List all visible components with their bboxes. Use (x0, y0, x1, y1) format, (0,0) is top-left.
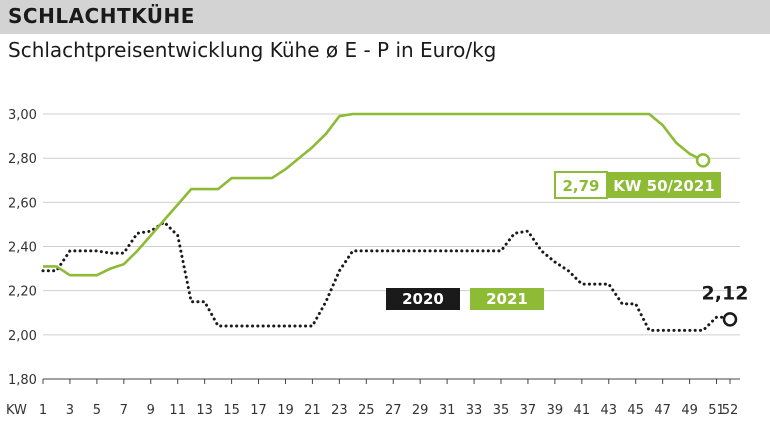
x-tick-label: 47 (654, 403, 671, 418)
x-tick-label: 19 (277, 403, 294, 418)
chart-subtitle: Schlachtpreisentwicklung Kühe ø E - P in… (8, 38, 497, 62)
x-tick-label: 11 (169, 403, 186, 418)
series-line-2020 (41, 220, 732, 332)
x-tick-label: 7 (120, 403, 128, 418)
x-tick-label: 45 (627, 403, 644, 418)
end-marker-2020 (722, 312, 738, 327)
x-axis: KW 1 3 5 7 9 11 13 15 17 19 21 23 25 27 29 31 33 35 37 39 41 4… (6, 379, 738, 418)
x-tick-label: 33 (466, 403, 483, 418)
x-tick-label: 52 (722, 403, 739, 418)
x-tick-label: 23 (331, 403, 348, 418)
end-week-2021: KW 50/2021 (613, 177, 715, 195)
y-tick-label: 1,80 (8, 373, 37, 388)
x-tick-label: 15 (223, 403, 240, 418)
y-tick-label: 3,00 (8, 108, 37, 123)
annotations: 2,12 2,79 KW 50/2021 2020 2021 (386, 153, 749, 327)
chart-title: SCHLACHTKÜHE (8, 4, 195, 28)
legend-swatch-2021 (470, 288, 544, 310)
x-tick-label: 43 (600, 403, 617, 418)
x-tick-label: 27 (385, 403, 402, 418)
x-tick-label: 3 (66, 403, 74, 418)
value-box-2021 (554, 171, 608, 199)
legend-swatch-2020 (386, 288, 460, 310)
y-tick-label: 2,60 (8, 196, 37, 211)
end-marker-2021 (695, 153, 711, 168)
x-tick-label: 9 (147, 403, 155, 418)
x-tick-label: 21 (304, 403, 321, 418)
x-tick-label: 31 (439, 403, 456, 418)
week-box-2021 (607, 172, 721, 198)
x-axis-label: KW (6, 403, 27, 418)
grid-lines (43, 113, 740, 380)
series-line-2021 (43, 112, 704, 277)
y-tick-label: 2,00 (8, 329, 37, 344)
x-tick-label: 35 (493, 403, 510, 418)
x-tick-label: 39 (547, 403, 564, 418)
y-tick-label: 2,40 (8, 241, 37, 256)
x-tick-label: 51 (708, 403, 725, 418)
x-tick-label: 41 (574, 403, 591, 418)
x-tick-label: 13 (196, 403, 213, 418)
x-tick-label: 17 (250, 403, 267, 418)
legend-label-2021: 2021 (486, 290, 528, 308)
x-tick-label: 1 (39, 403, 47, 418)
end-value-2020: 2,12 (702, 282, 749, 304)
legend-label-2020: 2020 (402, 290, 444, 308)
x-tick-label: 29 (412, 403, 429, 418)
y-tick-label: 2,20 (8, 285, 37, 300)
y-axis: 1,80 2,00 2,20 2,40 2,60 2,80 3,00 (8, 108, 37, 388)
series-lines (41, 112, 732, 332)
y-tick-label: 2,80 (8, 152, 37, 167)
x-tick-label: 5 (93, 403, 101, 418)
x-tick-label: 37 (520, 403, 537, 418)
x-tick-label: 49 (681, 403, 698, 418)
end-value-2021: 2,79 (562, 177, 599, 195)
x-tick-label: 25 (358, 403, 375, 418)
header-bar (0, 0, 770, 34)
